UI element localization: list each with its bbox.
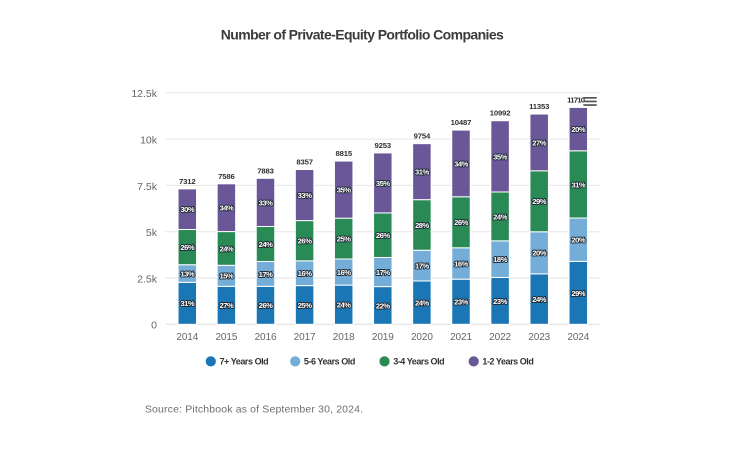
- svg-text:7312: 7312: [179, 177, 196, 186]
- svg-text:27%: 27%: [219, 301, 234, 310]
- svg-text:2.5k: 2.5k: [137, 273, 158, 285]
- svg-text:2020: 2020: [411, 332, 433, 343]
- svg-text:35%: 35%: [376, 179, 391, 188]
- svg-text:33%: 33%: [259, 198, 274, 207]
- svg-text:2022: 2022: [489, 332, 511, 343]
- svg-text:30%: 30%: [180, 205, 195, 214]
- svg-text:35%: 35%: [337, 186, 352, 195]
- svg-text:24%: 24%: [219, 244, 234, 253]
- svg-text:2015: 2015: [215, 332, 237, 343]
- svg-text:16%: 16%: [337, 268, 352, 277]
- svg-text:22%: 22%: [376, 301, 391, 310]
- svg-text:26%: 26%: [454, 218, 469, 227]
- svg-text:1-2 Years Old: 1-2 Years Old: [482, 357, 533, 367]
- svg-text:13%: 13%: [180, 269, 195, 278]
- svg-text:31%: 31%: [180, 299, 195, 308]
- svg-text:Number of Private-Equity Portf: Number of Private-Equity Portfolio Compa…: [221, 27, 504, 43]
- svg-text:18%: 18%: [493, 255, 508, 264]
- svg-text:2014: 2014: [176, 332, 198, 343]
- svg-text:9253: 9253: [375, 141, 392, 150]
- svg-text:12.5k: 12.5k: [131, 88, 157, 100]
- svg-text:24%: 24%: [532, 295, 547, 304]
- svg-text:5k: 5k: [146, 227, 158, 239]
- svg-text:Source: Pitchbook as of Septem: Source: Pitchbook as of September 30, 20…: [145, 403, 363, 415]
- svg-text:24%: 24%: [415, 299, 430, 308]
- svg-text:23%: 23%: [454, 298, 469, 307]
- svg-text:26%: 26%: [180, 243, 195, 252]
- svg-text:11353: 11353: [529, 102, 549, 111]
- svg-text:2024: 2024: [567, 332, 589, 343]
- svg-text:17%: 17%: [376, 268, 391, 277]
- svg-text:23%: 23%: [493, 297, 508, 306]
- svg-text:16%: 16%: [298, 269, 313, 278]
- svg-text:2021: 2021: [450, 332, 472, 343]
- svg-text:31%: 31%: [571, 180, 586, 189]
- svg-text:11710: 11710: [567, 95, 585, 104]
- svg-text:27%: 27%: [532, 138, 547, 147]
- svg-text:5-6 Years Old: 5-6 Years Old: [304, 357, 355, 367]
- svg-text:24%: 24%: [259, 240, 274, 249]
- svg-text:20%: 20%: [571, 125, 586, 134]
- svg-text:20%: 20%: [532, 249, 547, 258]
- svg-text:0: 0: [151, 320, 157, 332]
- svg-text:29%: 29%: [532, 197, 547, 206]
- svg-text:33%: 33%: [298, 191, 313, 200]
- svg-text:10487: 10487: [451, 118, 472, 127]
- svg-text:34%: 34%: [454, 159, 469, 168]
- svg-text:35%: 35%: [493, 152, 508, 161]
- svg-text:17%: 17%: [259, 270, 274, 279]
- svg-text:7586: 7586: [218, 172, 235, 181]
- svg-text:8815: 8815: [335, 149, 352, 158]
- svg-text:31%: 31%: [415, 168, 430, 177]
- svg-text:7.5k: 7.5k: [137, 181, 158, 193]
- svg-text:29%: 29%: [571, 289, 586, 298]
- svg-text:2018: 2018: [333, 332, 355, 343]
- svg-text:3-4 Years Old: 3-4 Years Old: [393, 357, 444, 367]
- svg-text:9754: 9754: [414, 132, 431, 141]
- svg-text:28%: 28%: [415, 221, 430, 230]
- svg-text:16%: 16%: [454, 259, 469, 268]
- svg-text:8357: 8357: [296, 158, 313, 167]
- svg-text:26%: 26%: [259, 301, 274, 310]
- svg-text:15%: 15%: [219, 272, 234, 281]
- svg-text:2023: 2023: [528, 332, 550, 343]
- svg-text:20%: 20%: [571, 236, 586, 245]
- svg-text:26%: 26%: [376, 231, 391, 240]
- svg-text:7+ Years Old: 7+ Years Old: [220, 357, 269, 367]
- svg-text:24%: 24%: [493, 212, 508, 221]
- svg-text:2017: 2017: [294, 332, 316, 343]
- svg-text:7883: 7883: [257, 166, 274, 175]
- svg-text:25%: 25%: [337, 234, 352, 243]
- svg-text:25%: 25%: [298, 301, 313, 310]
- svg-text:26%: 26%: [298, 237, 313, 246]
- svg-text:2016: 2016: [255, 332, 277, 343]
- svg-text:34%: 34%: [219, 204, 234, 213]
- svg-text:17%: 17%: [415, 261, 430, 270]
- svg-text:10k: 10k: [140, 135, 158, 147]
- svg-text:2019: 2019: [372, 332, 394, 343]
- svg-text:24%: 24%: [337, 301, 352, 310]
- svg-text:10992: 10992: [490, 109, 511, 118]
